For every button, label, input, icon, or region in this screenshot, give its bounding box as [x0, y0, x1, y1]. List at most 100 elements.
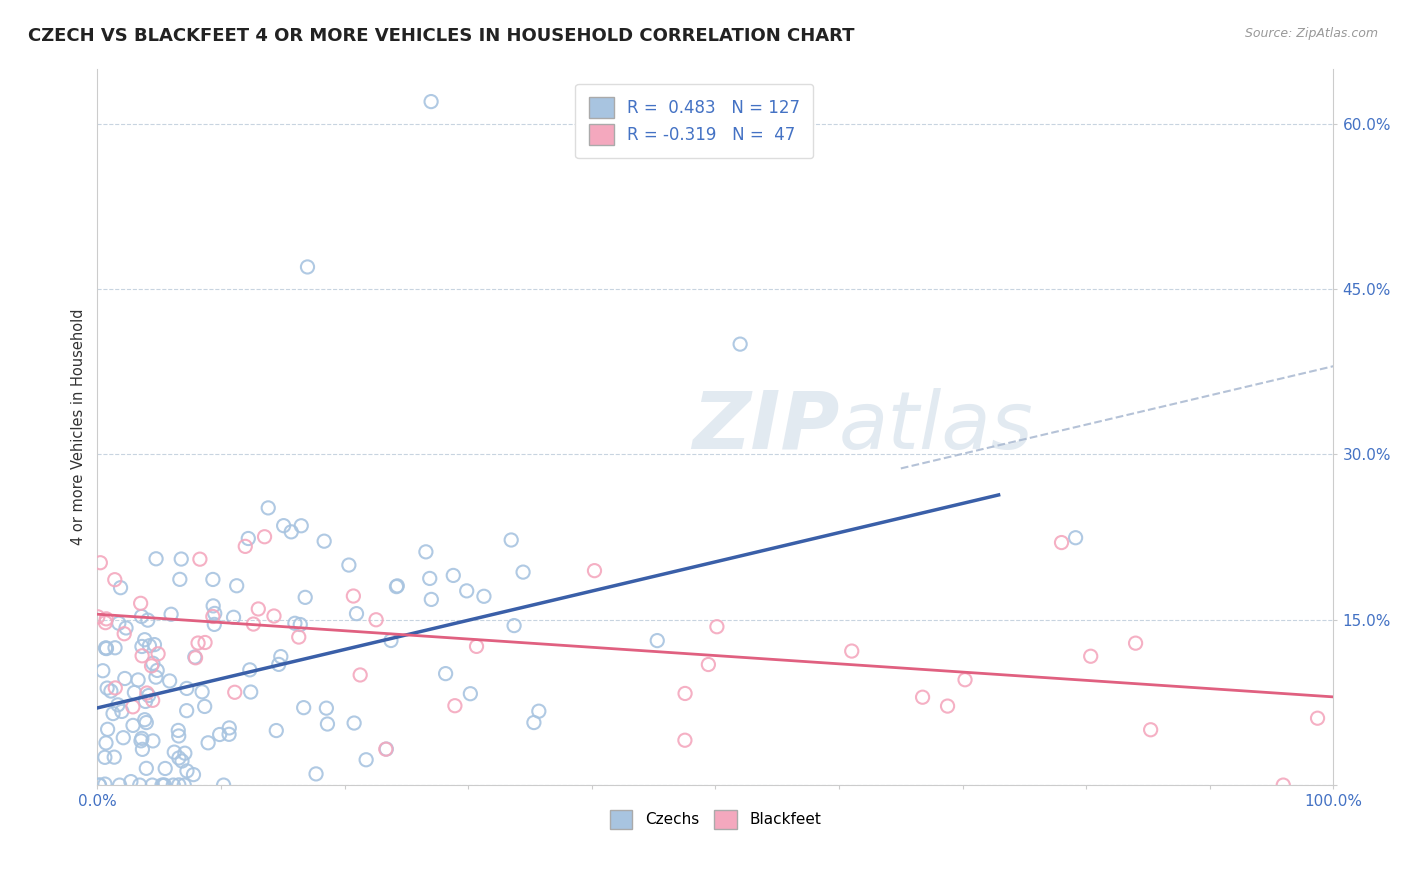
Point [104, 573, 127, 587]
Point [728, 337, 751, 351]
Point [167, 751, 190, 765]
Point [224, 685, 246, 699]
Point [1064, 531, 1087, 545]
Point [176, 681, 198, 696]
Point [159, 673, 181, 688]
Point [503, 618, 526, 632]
Point [103, 750, 125, 764]
Point [266, 723, 288, 738]
Point [242, 617, 264, 632]
Point [465, 640, 488, 654]
Point [87, 610, 110, 624]
Point [583, 564, 606, 578]
Point [131, 609, 153, 624]
Point [173, 778, 195, 792]
Point [472, 589, 495, 603]
Point [297, 260, 319, 274]
Point [112, 731, 135, 745]
Point [292, 700, 315, 714]
Point [349, 668, 371, 682]
Point [238, 532, 260, 546]
Point [131, 731, 153, 746]
Point [257, 500, 280, 515]
Point [135, 686, 157, 700]
Point [129, 734, 152, 748]
Point [94, 641, 117, 656]
Point [176, 764, 198, 778]
Point [138, 639, 160, 653]
Point [342, 589, 364, 603]
Text: Source: ZipAtlas.com: Source: ZipAtlas.com [1244, 27, 1378, 40]
Point [1050, 535, 1073, 549]
Point [167, 778, 190, 792]
Point [201, 609, 224, 624]
Point [239, 663, 262, 677]
Point [169, 573, 191, 587]
Point [135, 761, 157, 775]
Legend: Czechs, Blackfeet: Czechs, Blackfeet [603, 804, 827, 835]
Point [441, 568, 464, 582]
Point [97, 723, 120, 737]
Point [284, 616, 307, 631]
Point [434, 666, 457, 681]
Point [138, 689, 160, 703]
Point [673, 733, 696, 747]
Point [142, 693, 165, 707]
Point [201, 573, 224, 587]
Point [697, 657, 720, 672]
Point [1125, 636, 1147, 650]
Point [141, 778, 163, 792]
Point [194, 635, 217, 649]
Point [150, 778, 173, 792]
Point [110, 581, 132, 595]
Point [89, 778, 111, 792]
Point [131, 648, 153, 663]
Point [94, 640, 117, 655]
Point [143, 638, 166, 652]
Point [270, 649, 292, 664]
Point [420, 592, 443, 607]
Point [419, 571, 441, 585]
Point [374, 742, 396, 756]
Point [953, 673, 976, 687]
Point [167, 729, 190, 743]
Point [222, 610, 245, 624]
Point [153, 762, 176, 776]
Point [173, 746, 195, 760]
Point [104, 640, 127, 655]
Point [145, 551, 167, 566]
Point [380, 633, 402, 648]
Point [218, 721, 240, 735]
Point [1139, 723, 1161, 737]
Point [501, 533, 523, 547]
Point [162, 778, 184, 792]
Point [107, 698, 129, 712]
Point [706, 620, 728, 634]
Point [197, 736, 219, 750]
Point [183, 767, 205, 781]
Point [111, 705, 134, 719]
Point [184, 650, 207, 665]
Point [167, 723, 190, 738]
Point [191, 685, 214, 699]
Point [280, 524, 302, 539]
Text: ZIP: ZIP [692, 388, 839, 466]
Point [112, 626, 135, 640]
Point [91, 664, 114, 678]
Point [142, 734, 165, 748]
Point [163, 745, 186, 759]
Point [134, 694, 156, 708]
Point [135, 715, 157, 730]
Point [387, 579, 409, 593]
Point [94, 777, 117, 791]
Point [375, 742, 398, 756]
Point [170, 552, 193, 566]
Point [124, 685, 146, 699]
Point [343, 716, 366, 731]
Point [134, 713, 156, 727]
Point [936, 699, 959, 714]
Point [337, 558, 360, 572]
Point [115, 621, 138, 635]
Point [134, 632, 156, 647]
Point [89, 778, 111, 792]
